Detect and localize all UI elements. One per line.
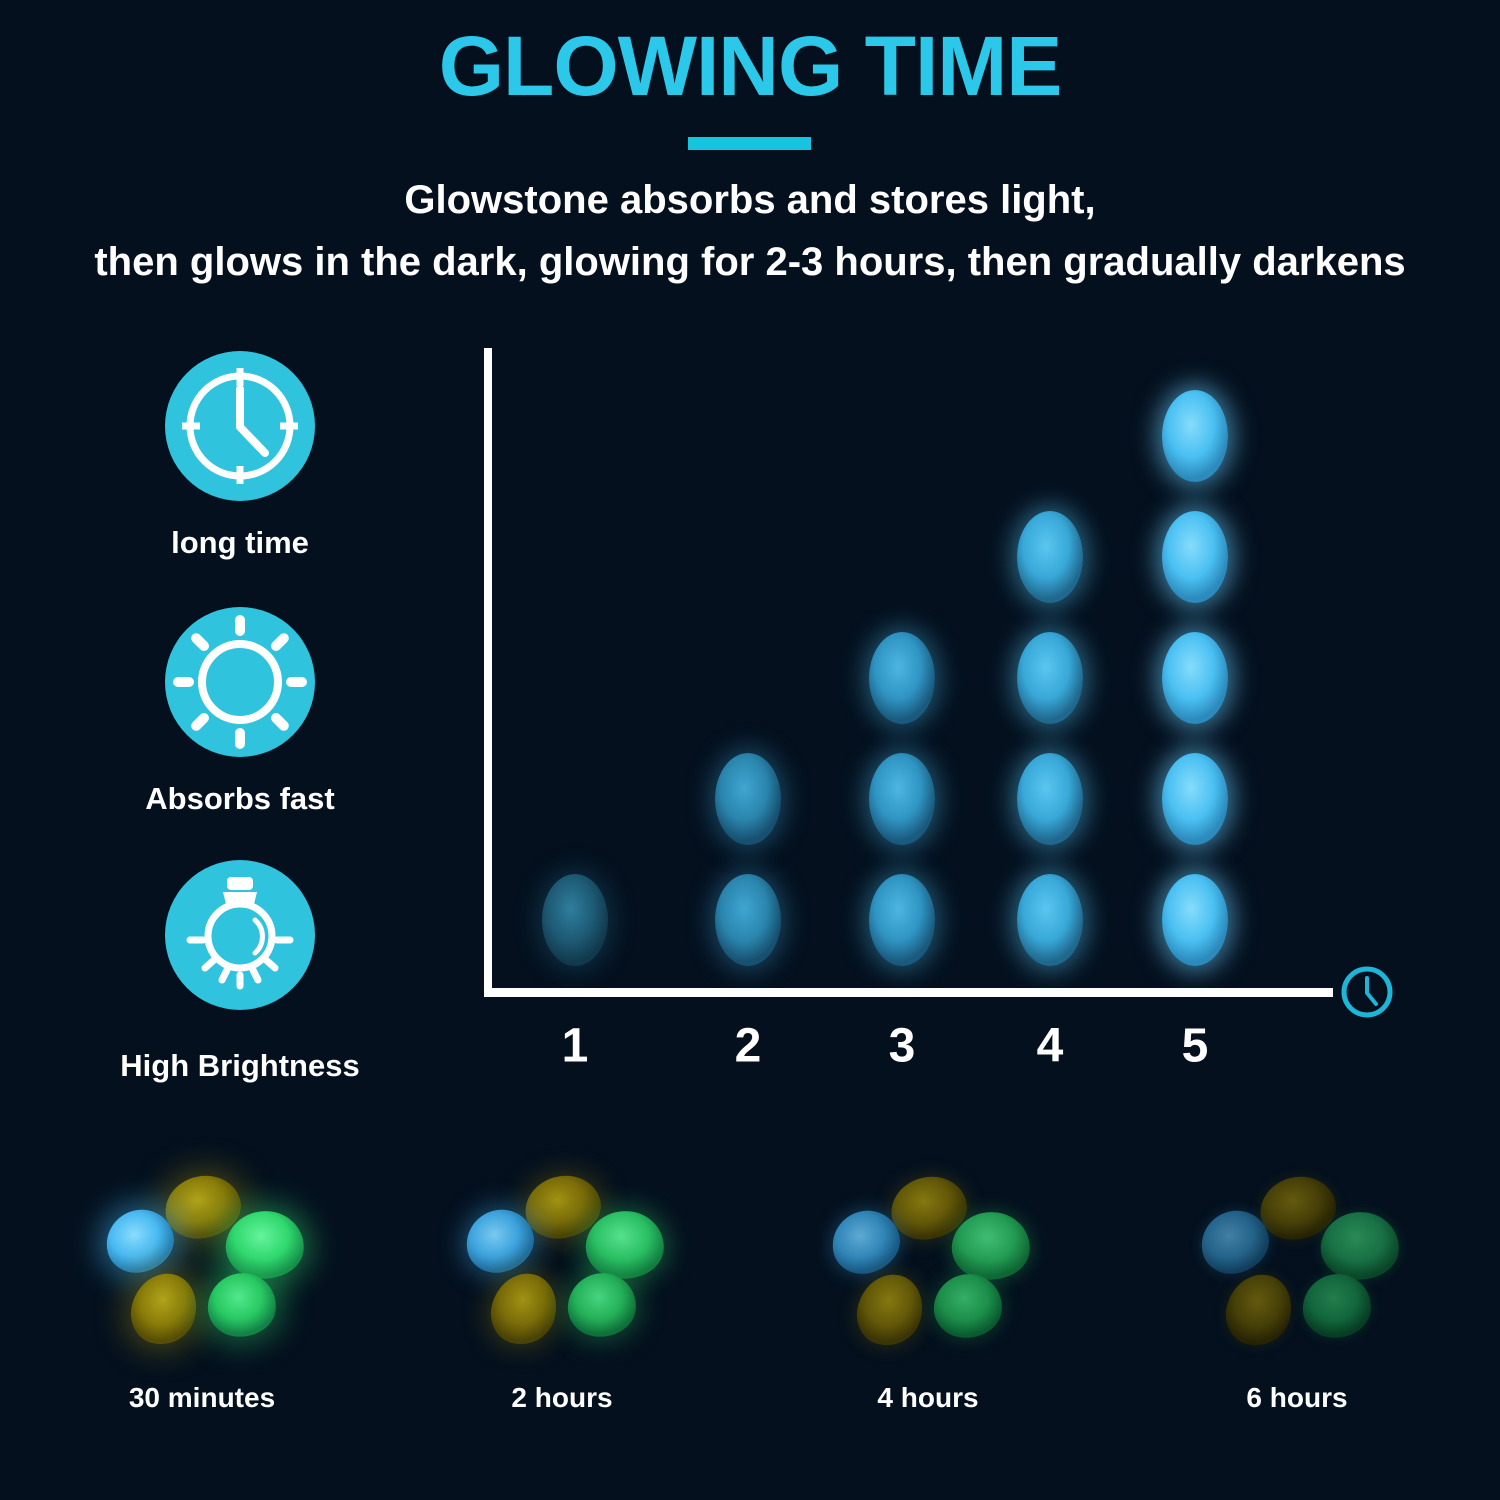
page-title: GLOWING TIME [438, 19, 1063, 113]
clock-icon [165, 351, 315, 501]
x-tick-label: 3 [888, 1019, 916, 1073]
feature-label: long time [171, 525, 309, 560]
subtitle-line-1: Glowstone absorbs and stores light, [404, 178, 1096, 222]
pebble-olive-bottom-left [849, 1266, 931, 1354]
x-tick-label: 5 [1181, 1019, 1209, 1073]
x-tick-label: 2 [734, 1019, 762, 1073]
feature-label: High Brightness [120, 1048, 360, 1083]
time-clock-icon [1341, 966, 1393, 1018]
x-axis [484, 988, 1333, 997]
chart-pebble [1162, 511, 1228, 603]
chart-pebble [1017, 753, 1083, 845]
chart-pebble [542, 874, 608, 966]
chart-pebble [1017, 874, 1083, 966]
feature-high-brightness: High Brightness [90, 860, 390, 1084]
x-tick-label: 4 [1036, 1019, 1064, 1073]
pebble-green-bottom [931, 1271, 1005, 1341]
pebble-olive-bottom-left [123, 1265, 205, 1353]
chart-pebble [1162, 390, 1228, 482]
chart-pebble [1017, 632, 1083, 724]
chart-pebble [1162, 874, 1228, 966]
feature-long-time: long time [90, 351, 390, 561]
lightbulb-icon [165, 860, 315, 1010]
subtitle-line-2: then glows in the dark, glowing for 2-3 … [94, 240, 1406, 284]
chart-pebble [1162, 753, 1228, 845]
chart-pebble [869, 753, 935, 845]
pebble-olive-bottom-left [483, 1265, 565, 1353]
cluster-label: 4 hours [877, 1382, 979, 1413]
pebble-green-bottom [1300, 1271, 1374, 1341]
x-tick-label: 1 [561, 1019, 589, 1073]
chart-pebble [869, 632, 935, 724]
chart-pebble [869, 874, 935, 966]
cluster-label: 30 minutes [128, 1382, 276, 1413]
chart-pebble [715, 753, 781, 845]
pebble-green-bottom [565, 1270, 639, 1340]
title-underline [688, 137, 811, 150]
cluster-label: 6 hours [1246, 1382, 1348, 1413]
chart-pebble [1162, 632, 1228, 724]
feature-label: Absorbs fast [145, 781, 335, 816]
pebble-olive-bottom-left [1218, 1266, 1300, 1354]
chart-pebble [715, 874, 781, 966]
pebble-green-bottom [205, 1270, 279, 1340]
cluster-label: 2 hours [511, 1382, 613, 1413]
chart-pebble [1017, 511, 1083, 603]
feature-absorbs-fast: Absorbs fast [90, 607, 390, 817]
y-axis [484, 348, 492, 997]
sun-icon [165, 607, 315, 757]
